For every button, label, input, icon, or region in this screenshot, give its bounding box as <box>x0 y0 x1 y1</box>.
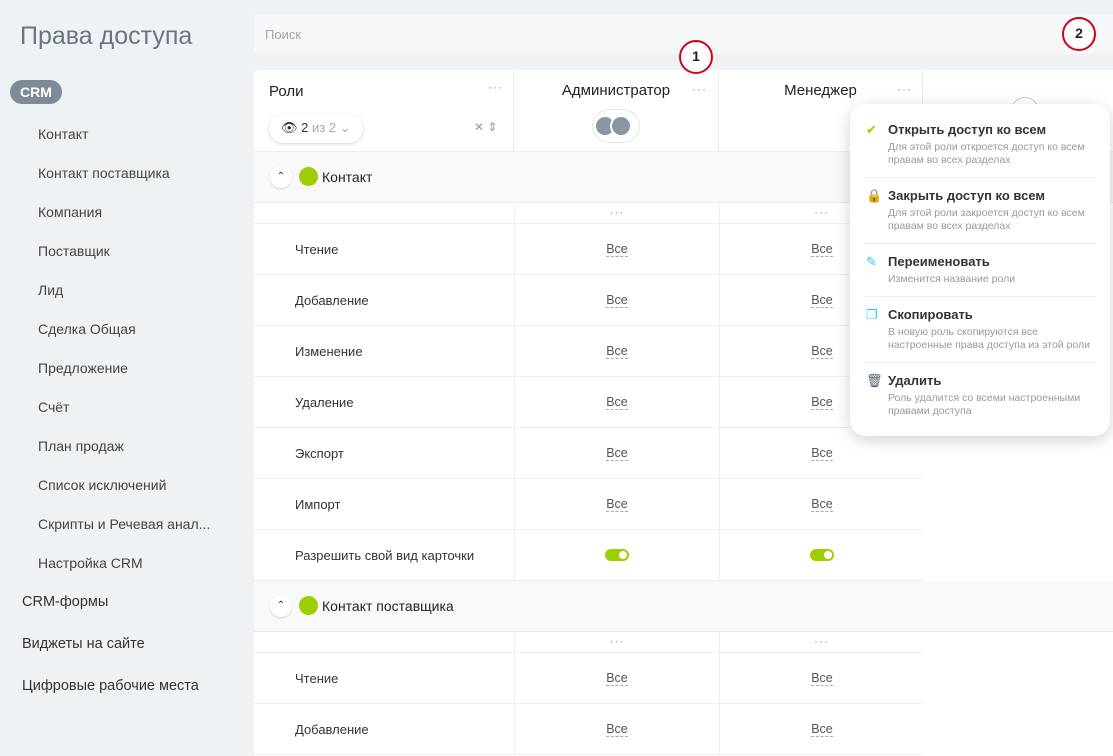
toggle-switch[interactable] <box>810 549 834 561</box>
copy-icon: ❐ <box>866 307 878 322</box>
sidebar-item[interactable]: Скрипты и Речевая анал... <box>38 516 211 532</box>
more-icon[interactable]: ··· <box>692 82 707 96</box>
permission-value[interactable]: Все <box>606 344 628 359</box>
permission-value[interactable]: Все <box>606 242 628 257</box>
annotation-badge: 1 <box>679 40 713 74</box>
sidebar-item[interactable]: Сделка Общая <box>38 321 136 337</box>
contact-icon <box>299 167 318 186</box>
more-icon[interactable]: ··· <box>814 634 829 648</box>
permission-value[interactable]: Все <box>811 395 833 410</box>
sidebar-item[interactable]: Лид <box>38 282 64 298</box>
more-icon[interactable]: ··· <box>814 205 829 219</box>
permission-value[interactable]: Все <box>811 722 833 737</box>
contact-icon <box>299 596 318 615</box>
lock-icon: 🔒 <box>866 188 883 203</box>
more-icon[interactable]: ··· <box>488 80 503 94</box>
eye-icon: 👁 <box>281 120 298 135</box>
sidebar-item[interactable]: Цифровые рабочие места <box>22 678 199 694</box>
permission-value[interactable]: Все <box>606 497 628 512</box>
table-row: Изменение Все Все <box>254 326 923 377</box>
chevron-down-icon: ⌄ <box>339 120 351 135</box>
chevron-up-icon[interactable]: ⌃ <box>270 595 292 617</box>
more-icon[interactable]: ··· <box>609 634 625 648</box>
sidebar: Права доступа CRM Контакт Контакт поставщ… <box>0 0 254 756</box>
section-header[interactable]: ⌃ Контакт поставщика <box>254 581 1113 632</box>
column-administrator: Администратор ··· <box>514 70 719 152</box>
page-title: Права доступа <box>20 22 193 50</box>
role-context-menu: ✔ Открыть доступ ко всем Для этой роли отк… <box>850 104 1110 436</box>
pencil-icon: ✎ <box>866 254 877 269</box>
menu-item[interactable]: ✔ Открыть доступ ко всем Для этой роли отк… <box>864 112 1096 178</box>
collapse-expand-icon[interactable]: ✕ ⇕ <box>474 120 498 134</box>
table-row: Чтение Все Все <box>254 653 923 704</box>
menu-item[interactable]: 🗑 Удалить Роль удалится со всеми настроенн… <box>866 373 1081 417</box>
visible-roles-selector[interactable]: 👁 2 из 2 ⌄ <box>269 114 363 143</box>
sidebar-item[interactable]: Контакт <box>38 126 89 142</box>
table-row: Экспорт Все Все <box>254 428 923 479</box>
table-row: Добавление Все Все <box>254 704 923 755</box>
table-row: Удаление Все Все <box>254 377 923 428</box>
permission-value[interactable]: Все <box>811 242 833 257</box>
permission-value[interactable]: Все <box>811 293 833 308</box>
table-row: Импорт Все Все <box>254 479 923 530</box>
permissions-table: Роли ··· 👁 2 из 2 ⌄ ✕ ⇕ Администратор ··… <box>254 70 1113 756</box>
dots-row: ··· ··· <box>254 203 923 224</box>
permission-value[interactable]: Все <box>811 446 833 461</box>
sidebar-item[interactable]: Предложение <box>38 360 128 376</box>
chevron-up-icon[interactable]: ⌃ <box>270 166 292 188</box>
sidebar-item[interactable]: Виджеты на сайте <box>22 636 145 652</box>
roles-header: Роли ··· 👁 2 из 2 ⌄ ✕ ⇕ <box>254 70 514 152</box>
permission-value[interactable]: Все <box>811 671 833 686</box>
permission-value[interactable]: Все <box>606 395 628 410</box>
sidebar-item[interactable]: Список исключений <box>38 477 167 493</box>
toggle-switch[interactable] <box>605 549 629 561</box>
permission-value[interactable]: Все <box>606 293 628 308</box>
menu-item[interactable]: 🔒 Закрыть доступ ко всем Для этой роли зак… <box>864 178 1096 244</box>
permission-value[interactable]: Все <box>606 671 628 686</box>
sidebar-item[interactable]: Компания <box>38 204 103 220</box>
table-row: Разрешить свой вид карточки <box>254 530 923 581</box>
sidebar-item[interactable]: Контакт поставщика <box>38 165 170 181</box>
sidebar-item-crm[interactable]: CRM <box>10 80 62 104</box>
user-icon <box>610 115 632 137</box>
more-icon[interactable]: ··· <box>609 205 625 219</box>
sidebar-item[interactable]: Поставщик <box>38 243 110 259</box>
dots-row: ··· ··· <box>254 632 923 653</box>
permission-value[interactable]: Все <box>606 446 628 461</box>
sidebar-item[interactable]: План продаж <box>38 438 124 454</box>
check-icon: ✔ <box>866 122 877 137</box>
menu-item[interactable]: ✎ Переименовать Изменится название роли <box>864 244 1096 297</box>
trash-icon: 🗑 <box>866 373 883 388</box>
table-row: Чтение Все Все <box>254 224 923 275</box>
permission-value[interactable]: Все <box>811 344 833 359</box>
permission-value[interactable]: Все <box>606 722 628 737</box>
sidebar-item[interactable]: CRM-формы <box>22 594 109 610</box>
roles-title: Роли <box>269 83 304 100</box>
menu-item[interactable]: ❐ Скопировать В новую роль скопируются все… <box>864 297 1096 363</box>
permission-value[interactable]: Все <box>811 497 833 512</box>
table-row: Добавление Все Все <box>254 275 923 326</box>
role-members[interactable] <box>592 109 640 143</box>
more-icon[interactable]: ··· <box>897 82 912 96</box>
column-manager: Менеджер ··· <box>719 70 923 152</box>
annotation-badge: 2 <box>1062 17 1096 51</box>
sidebar-item[interactable]: Счёт <box>38 399 70 415</box>
sidebar-item[interactable]: Настройка CRM <box>38 555 143 571</box>
